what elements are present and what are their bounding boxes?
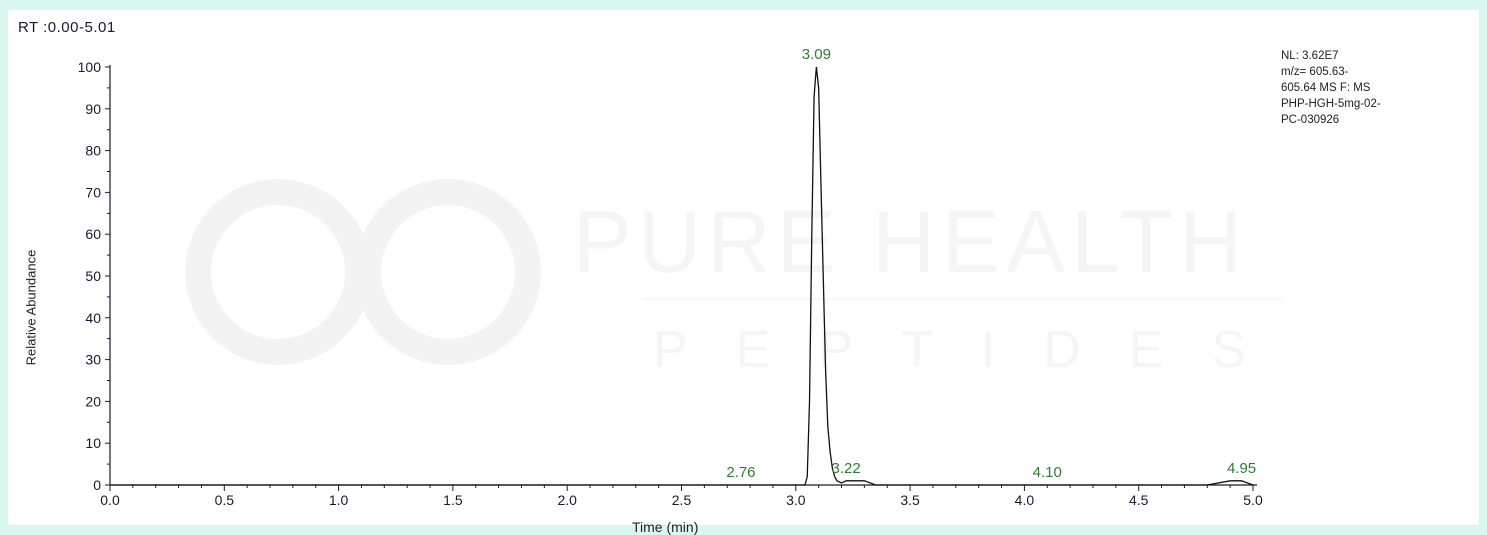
rt-range-label: RT :0.00-5.01 [18, 19, 116, 36]
x-tick-label: 4.0 [1015, 492, 1035, 508]
y-tick-label: 10 [85, 435, 101, 451]
peak-label: 4.10 [1033, 464, 1062, 481]
x-tick-label: 1.5 [443, 492, 463, 508]
chromatogram-chart: PURE HEALTH PEPTIDES 0 10 20 30 40 50 60 70 80 90… [78, 46, 1294, 508]
watermark-logo-ring-right [355, 179, 541, 365]
y-tick-label: 40 [85, 310, 101, 326]
x-tick-label: 2.0 [557, 492, 577, 508]
y-tick-label: 60 [85, 226, 101, 242]
y-tick-label: 100 [78, 59, 102, 75]
trace-layer [110, 66, 1254, 486]
x-tick-label: 2.5 [672, 492, 692, 508]
watermark-line2: PEPTIDES [653, 321, 1294, 379]
y-tick-label: 90 [85, 101, 101, 117]
chromatogram-panel: RT :0.00-5.01 NL: 3.62E7 m/z= 605.63- 60… [8, 10, 1479, 535]
chromatogram-trace [110, 66, 1254, 486]
peak-label: 4.95 [1227, 460, 1256, 477]
y-tick-label: 80 [85, 143, 101, 159]
y-tick-label: 0 [93, 477, 101, 493]
x-tick-label: 0.0 [100, 492, 120, 508]
y-tick-label: 30 [85, 352, 101, 368]
x-tick-label: 4.5 [1129, 492, 1149, 508]
watermark-line1: PURE HEALTH [573, 192, 1249, 291]
y-tick-label: 70 [85, 184, 101, 200]
x-tick-label: 1.0 [329, 492, 349, 508]
y-tick-label: 20 [85, 393, 101, 409]
x-tick-label: 0.5 [215, 492, 235, 508]
watermark-logo-ring-left [185, 179, 371, 365]
peak-label: 2.76 [726, 464, 755, 481]
x-tick-label: 3.5 [900, 492, 920, 508]
x-tick-label: 5.0 [1243, 492, 1263, 508]
y-tick-label: 50 [85, 268, 101, 284]
nl-info-box: NL: 3.62E7 m/z= 605.63- 605.64 MS F: MS … [1281, 50, 1381, 126]
peak-annotations: 3.09 2.76 3.22 4.10 4.95 [726, 46, 1256, 481]
watermark: PURE HEALTH PEPTIDES [185, 179, 1294, 379]
x-tick-label: 3.0 [786, 492, 806, 508]
peak-label: 3.09 [802, 46, 831, 63]
peak-label: 3.22 [831, 460, 860, 477]
